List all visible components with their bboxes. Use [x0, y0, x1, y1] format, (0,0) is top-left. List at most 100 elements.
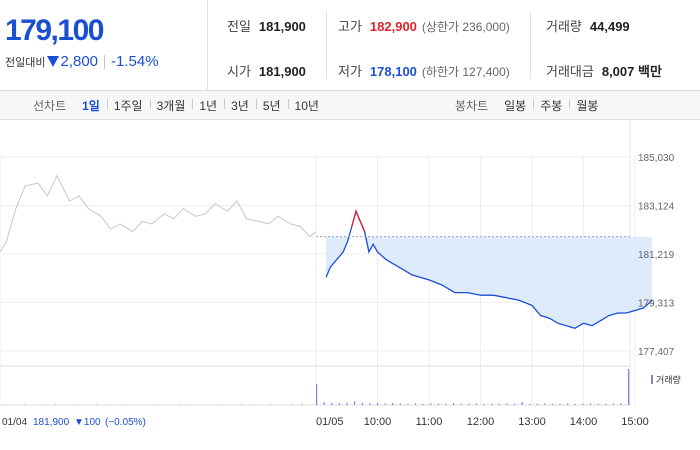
stat-sub: (상한가 236,000) — [421, 20, 510, 34]
tab-daily-candle[interactable]: 일봉 — [504, 99, 527, 113]
volume-bar — [422, 403, 424, 405]
volume-bar — [551, 403, 554, 405]
period-tab-bar: 선차트 1일 1주일 3개월 1년 3년 5년 10년 봉차트 일봉 주봉 월봉 — [0, 91, 700, 120]
y-tick-label: 179,313 — [638, 299, 675, 310]
volume-bar — [158, 403, 159, 405]
stat-value: 178,100 — [369, 64, 417, 79]
stat-value: 182,900 — [369, 19, 417, 34]
x-tick-label: 01/05 — [316, 416, 344, 428]
divider — [326, 12, 327, 79]
y-tick-label: 181,219 — [638, 250, 675, 261]
volume-bar — [229, 404, 231, 405]
volume-bar — [491, 403, 493, 405]
stat-value: 181,900 — [258, 19, 306, 34]
stat-volume: 거래량 44,499 — [546, 16, 630, 35]
prev-day-change: ▼100 — [74, 417, 101, 428]
volume-legend: 거래량 — [651, 374, 681, 385]
divider — [530, 12, 531, 79]
intraday-price-chart[interactable]: 185,030 183,124 181,219 179,313 177,407 01/0… — [0, 120, 700, 450]
volume-bar — [544, 403, 546, 405]
y-tick-label: 183,124 — [638, 202, 675, 213]
volume-bar — [498, 403, 500, 405]
stat-label: 시가 — [227, 64, 251, 79]
volume-bar — [354, 401, 356, 405]
tab-1year[interactable]: 1년 — [192, 97, 224, 114]
prev-day-summary: 01/04 181,900 ▼100 (−0.05%) — [2, 417, 146, 428]
change-percent: -1.54% — [111, 53, 159, 70]
prev-day-close: 181,900 — [33, 417, 70, 428]
x-tick-label: 12:00 — [467, 416, 495, 428]
volume-bar — [147, 404, 149, 405]
tab-1day[interactable]: 1일 — [82, 99, 100, 113]
volume-bar — [437, 403, 439, 405]
stat-high: 고가 182,900 (상한가 236,000) — [338, 16, 510, 35]
volume-bar — [4, 403, 5, 405]
x-tick-label: 15:00 — [621, 416, 649, 428]
stat-sub: (하한가 127,400) — [421, 65, 510, 79]
volume-bar — [240, 403, 242, 405]
volume-bar — [188, 403, 190, 405]
tab-monthly-candle[interactable]: 월봉 — [569, 97, 605, 114]
volume-bar — [628, 369, 630, 405]
tab-3year[interactable]: 3년 — [224, 97, 256, 114]
volume-bar — [323, 402, 325, 405]
volume-bar — [559, 403, 561, 405]
volume-bar — [106, 403, 108, 405]
volume-bar — [168, 404, 170, 405]
line-chart-title: 선차트 — [33, 99, 67, 113]
volume-bar — [209, 404, 211, 405]
grid — [0, 120, 636, 406]
divider — [104, 54, 106, 69]
volume-bar — [361, 402, 363, 405]
down-triangle-icon — [47, 56, 60, 67]
volume-bar — [250, 403, 252, 405]
change-amount: 2,800 — [60, 53, 99, 70]
volume-bar — [346, 402, 348, 405]
volume-bar — [536, 403, 538, 405]
volume-bar — [392, 403, 394, 405]
volume-bar — [270, 403, 272, 405]
volume-bar — [521, 402, 523, 405]
stat-label: 고가 — [338, 19, 362, 34]
volume-bar — [460, 403, 462, 405]
volume-bar — [430, 403, 432, 405]
tab-1week[interactable]: 1주일 — [106, 97, 150, 114]
y-tick-label: 185,030 — [638, 153, 675, 164]
volume-bar — [590, 403, 592, 405]
line-chart-tabs: 선차트 1일 1주일 3개월 1년 3년 5년 10년 — [33, 91, 326, 120]
volume-legend-swatch — [651, 375, 653, 384]
volume-bar — [369, 403, 371, 405]
volume-bar — [483, 403, 485, 405]
volume-bar — [468, 403, 470, 405]
volume-bar — [414, 403, 417, 405]
volume-bar — [96, 403, 98, 405]
volume-bar — [529, 403, 531, 405]
prev-day-date: 01/04 — [2, 417, 27, 428]
volume-bar — [75, 403, 77, 405]
volume-bar — [567, 403, 569, 405]
tab-10year[interactable]: 10년 — [287, 97, 326, 114]
volume-bar — [597, 403, 599, 405]
volume-bar — [338, 403, 340, 405]
volume-bar — [453, 403, 455, 405]
tab-5year[interactable]: 5년 — [255, 97, 288, 114]
price-box: 179,100 전일대비 2,800 -1.54% — [0, 0, 208, 91]
tab-weekly-candle[interactable]: 주봉 — [533, 97, 569, 114]
tab-3month[interactable]: 3개월 — [149, 97, 193, 114]
volume-legend-label: 거래량 — [656, 374, 681, 385]
volume-bar — [178, 403, 180, 405]
volume-bar — [199, 404, 201, 405]
y-tick-label: 177,407 — [638, 347, 675, 358]
volume-bar — [605, 403, 607, 405]
change-row: 전일대비 2,800 -1.54% — [5, 53, 159, 70]
x-axis: 01/05 10:00 11:00 12:00 13:00 14:00 15:00 — [316, 416, 649, 428]
volume-bar — [281, 404, 283, 405]
today-price-above-reference — [351, 209, 366, 232]
stat-turnover: 거래대금 8,007 백만 — [546, 61, 662, 80]
volume-bar — [24, 403, 26, 405]
volume-bar — [127, 403, 129, 405]
volume-bar — [574, 403, 576, 405]
candle-chart-tabs: 봉차트 일봉 주봉 월봉 — [455, 91, 605, 120]
volume-bar — [331, 402, 333, 405]
stat-low: 저가 178,100 (하한가 127,400) — [338, 61, 510, 80]
